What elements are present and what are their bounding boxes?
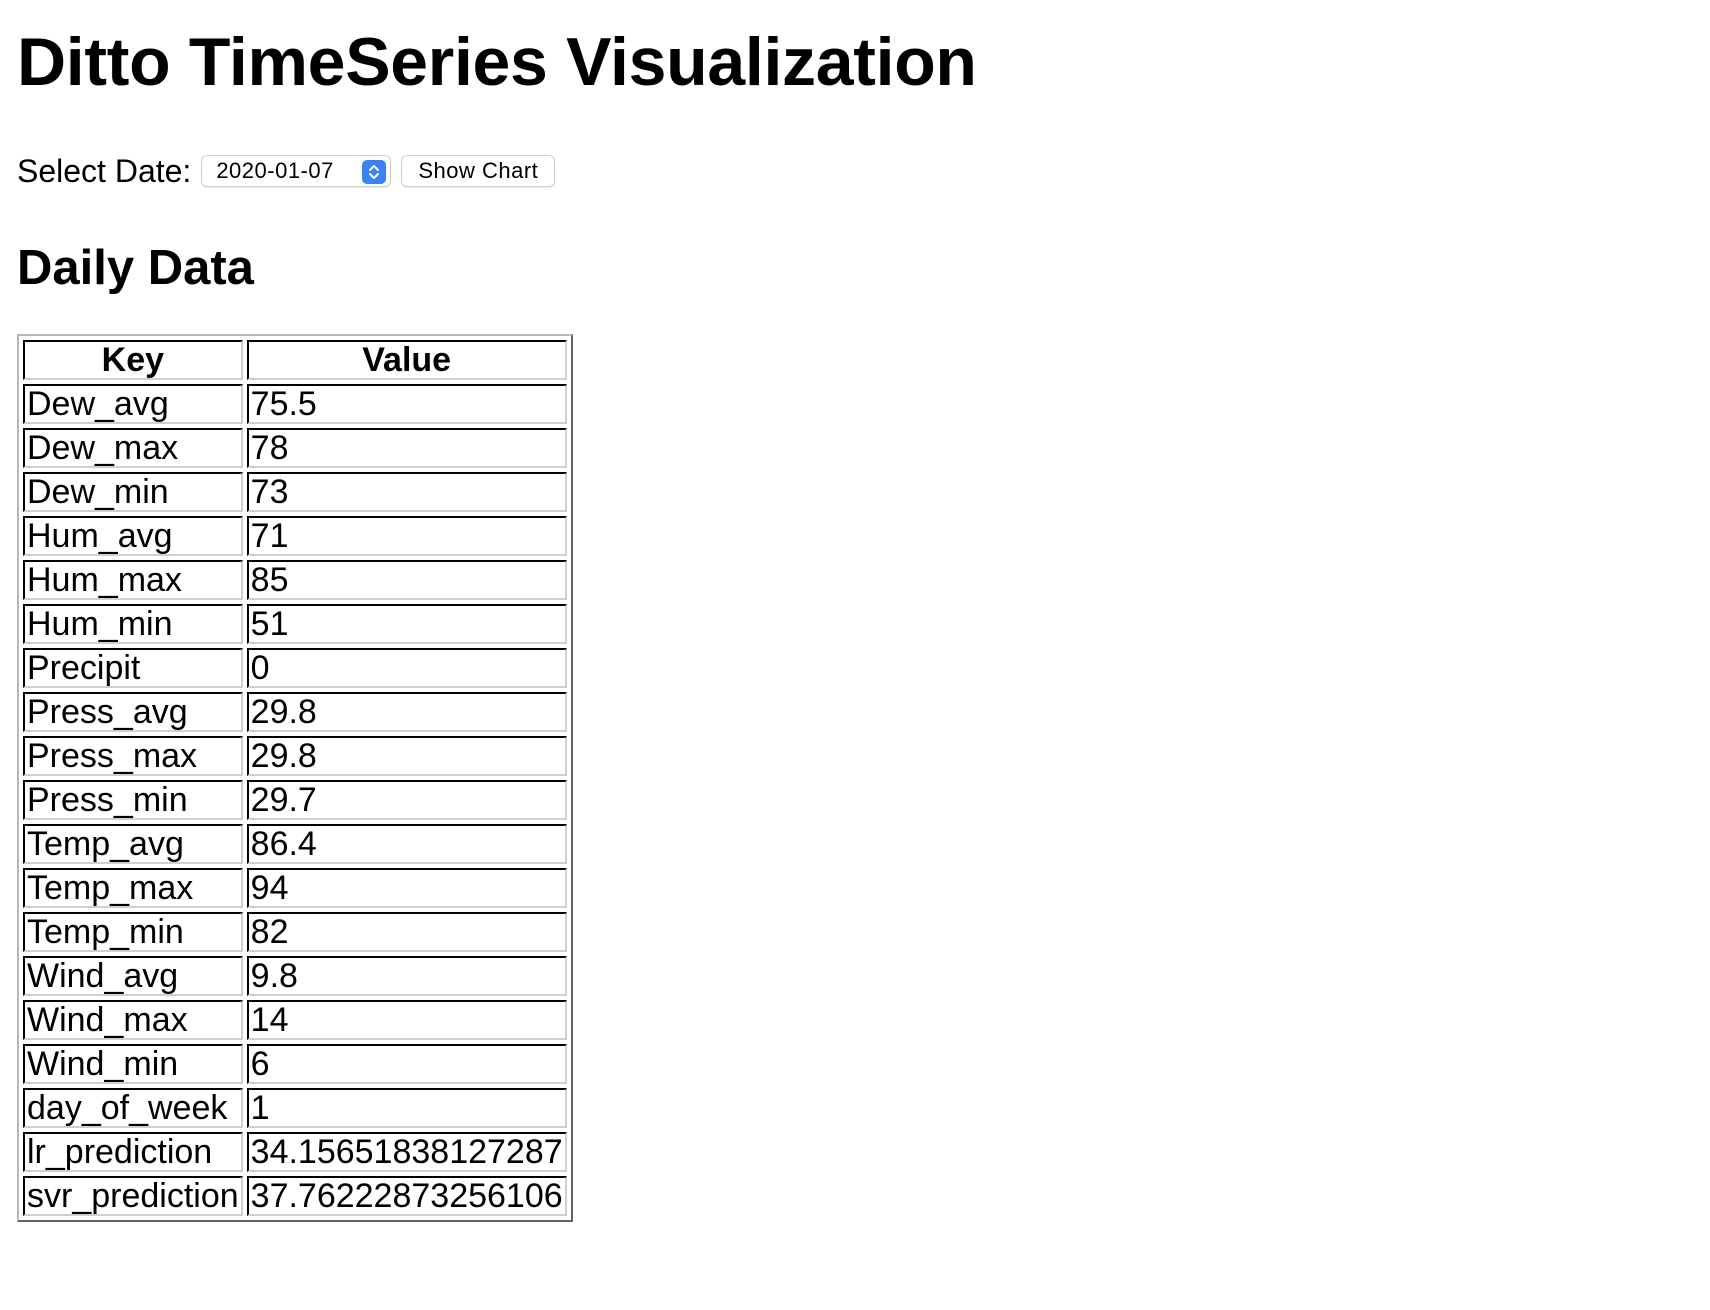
table-cell-value: 82 bbox=[246, 912, 567, 952]
table-cell-key: Wind_min bbox=[23, 1044, 243, 1084]
table-cell-value: 78 bbox=[246, 428, 567, 468]
table-row: Hum_min 51 bbox=[23, 604, 567, 644]
table-cell-value: 29.8 bbox=[246, 736, 567, 776]
table-row: Temp_min 82 bbox=[23, 912, 567, 952]
section-title: Daily Data bbox=[17, 241, 254, 295]
chevron-up-down-icon[interactable] bbox=[362, 160, 387, 184]
table-cell-value: 0 bbox=[246, 648, 567, 688]
table-cell-key: Hum_avg bbox=[23, 516, 243, 556]
table-cell-key: Press_max bbox=[23, 736, 243, 776]
table-cell-key: Hum_max bbox=[23, 560, 243, 600]
table-header-row: Key Value bbox=[23, 340, 567, 380]
table-cell-key: Temp_min bbox=[23, 912, 243, 952]
table-row: svr_prediction 37.76222873256106 bbox=[23, 1176, 567, 1216]
table-cell-value: 94 bbox=[246, 868, 567, 908]
table-cell-key: Precipit bbox=[23, 648, 243, 688]
table-cell-value: 85 bbox=[246, 560, 567, 600]
column-header-key: Key bbox=[23, 340, 243, 380]
table-cell-value: 86.4 bbox=[246, 824, 567, 864]
table-row: lr_prediction 34.15651838127287 bbox=[23, 1132, 567, 1172]
table-row: Wind_max 14 bbox=[23, 1000, 567, 1040]
page-title: Ditto TimeSeries Visualization bbox=[17, 24, 977, 100]
table-cell-value: 29.8 bbox=[246, 692, 567, 732]
table-row: Dew_min 73 bbox=[23, 472, 567, 512]
show-chart-button[interactable]: Show Chart bbox=[401, 155, 556, 187]
table-row: Temp_max 94 bbox=[23, 868, 567, 908]
table-cell-value: 51 bbox=[246, 604, 567, 644]
table-row: Hum_avg 71 bbox=[23, 516, 567, 556]
page: Ditto TimeSeries Visualization Select Da… bbox=[17, 24, 1710, 1222]
table-cell-key: Dew_avg bbox=[23, 384, 243, 424]
table-row: Press_avg 29.8 bbox=[23, 692, 567, 732]
table-cell-key: Press_min bbox=[23, 780, 243, 820]
table-cell-value: 6 bbox=[246, 1044, 567, 1084]
table-row: Temp_avg 86.4 bbox=[23, 824, 567, 864]
table-cell-key: Wind_max bbox=[23, 1000, 243, 1040]
table-cell-key: Dew_min bbox=[23, 472, 243, 512]
table-cell-value: 14 bbox=[246, 1000, 567, 1040]
table-cell-key: Temp_avg bbox=[23, 824, 243, 864]
table-cell-value: 34.15651838127287 bbox=[246, 1132, 567, 1172]
table-cell-key: day_of_week bbox=[23, 1088, 243, 1128]
table-cell-value: 75.5 bbox=[246, 384, 567, 424]
table-cell-key: svr_prediction bbox=[23, 1176, 243, 1216]
table-cell-value: 37.76222873256106 bbox=[246, 1176, 567, 1216]
table-cell-value: 73 bbox=[246, 472, 567, 512]
table-row: Dew_avg 75.5 bbox=[23, 384, 567, 424]
table-row: Precipit 0 bbox=[23, 648, 567, 688]
table-cell-key: Temp_max bbox=[23, 868, 243, 908]
date-select-value: 2020-01-07 bbox=[216, 158, 334, 183]
table-cell-key: lr_prediction bbox=[23, 1132, 243, 1172]
table-cell-key: Wind_avg bbox=[23, 956, 243, 996]
table-cell-value: 9.8 bbox=[246, 956, 567, 996]
table-row: Dew_max 78 bbox=[23, 428, 567, 468]
date-controls: Select Date: 2020-01-07 Show Chart bbox=[17, 154, 1710, 188]
table-cell-value: 71 bbox=[246, 516, 567, 556]
date-select[interactable]: 2020-01-07 bbox=[201, 155, 392, 187]
table-cell-key: Press_avg bbox=[23, 692, 243, 732]
table-body: Dew_avg 75.5 Dew_max 78 Dew_min 73 Hum_avg 71 Hu… bbox=[23, 384, 567, 1216]
table-cell-key: Hum_min bbox=[23, 604, 243, 644]
table-row: Press_min 29.7 bbox=[23, 780, 567, 820]
table-row: day_of_week 1 bbox=[23, 1088, 567, 1128]
table-row: Hum_max 85 bbox=[23, 560, 567, 600]
table-cell-key: Dew_max bbox=[23, 428, 243, 468]
daily-data-table: Key Value Dew_avg 75.5 Dew_max 78 Dew_min 73 H… bbox=[17, 334, 573, 1222]
table-cell-value: 29.7 bbox=[246, 780, 567, 820]
table-row: Press_max 29.8 bbox=[23, 736, 567, 776]
select-date-label: Select Date: bbox=[17, 153, 192, 189]
table-row: Wind_avg 9.8 bbox=[23, 956, 567, 996]
table-cell-value: 1 bbox=[246, 1088, 567, 1128]
table-row: Wind_min 6 bbox=[23, 1044, 567, 1084]
column-header-value: Value bbox=[246, 340, 567, 380]
